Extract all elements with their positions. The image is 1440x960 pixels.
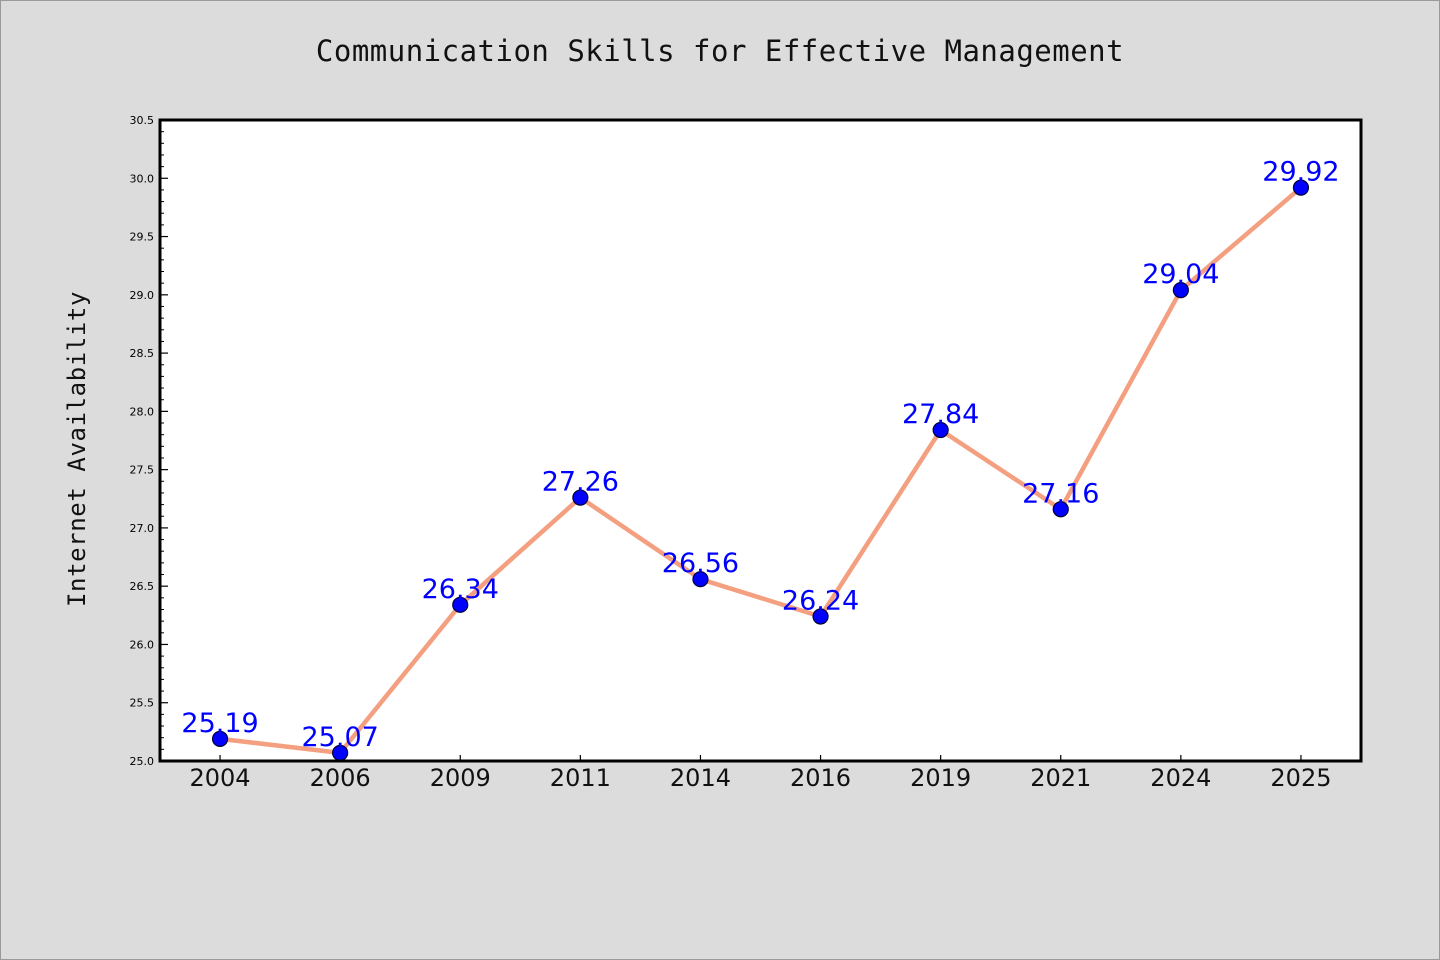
x-tick-label: 2024 [1150,764,1211,792]
data-point [1172,282,1189,299]
data-labels: 25.19 25.07 26.34 27.26 26.56 26.24 27.84 27.16… [181,157,1339,753]
x-tick-label: 2009 [430,764,491,792]
y-tick-label: 27.0 [130,522,155,535]
y-tick-label: 29.5 [130,231,155,244]
data-point [1292,179,1310,196]
data-label: 27.26 [542,467,619,498]
data-point [932,421,949,439]
x-tick-label: 2025 [1270,764,1331,792]
data-point [572,489,589,506]
y-tick-label: 25.0 [130,755,155,768]
data-point [692,571,709,588]
plot-area [160,120,1361,761]
y-tick-label: 30.0 [130,172,155,185]
plot-border [158,118,1363,763]
data-label: 29.92 [1262,157,1339,188]
y-tick-label: 30.5 [130,114,155,127]
data-label: 27.16 [1022,478,1099,509]
x-tick-label: 2004 [190,764,251,792]
x-tick-labels: 2004 2006 2009 2011 2014 2016 2019 2021 2024 2025 [190,764,1332,792]
chart-title: Communication Skills for Effective Manag… [315,34,1125,68]
y-tick-label: 27.5 [130,464,155,477]
x-tick-label: 2021 [1030,764,1091,792]
data-label: 25.19 [181,708,258,739]
y-tick-labels: 25.0 25.5 26.0 26.5 27.0 27.5 28.0 28.5 29.0 29.5… [130,114,155,768]
y-tick-label: 29.0 [130,289,155,302]
y-tick-label: 28.0 [130,405,155,418]
data-points [211,179,1310,761]
data-label: 26.56 [662,548,739,579]
y-tick-label: 28.5 [130,347,155,360]
data-label: 27.84 [902,399,979,430]
x-tick-label: 2006 [310,764,371,792]
x-tick-label: 2019 [910,764,971,792]
data-label: 25.07 [302,722,379,753]
data-point [1052,501,1069,518]
y-tick-label: 26.0 [130,638,155,651]
data-label: 29.04 [1142,259,1219,290]
data-point [812,608,829,625]
data-label: 26.34 [422,574,499,605]
data-point [211,730,229,747]
series-line [217,185,1304,756]
y-tick-label: 26.5 [130,580,155,593]
y-tick-label: 25.5 [130,697,155,710]
data-point [452,596,469,613]
x-tick-label: 2016 [790,764,851,792]
data-label: 26.24 [782,585,859,616]
x-tick-label: 2014 [670,764,731,792]
x-tick-label: 2011 [550,764,611,792]
